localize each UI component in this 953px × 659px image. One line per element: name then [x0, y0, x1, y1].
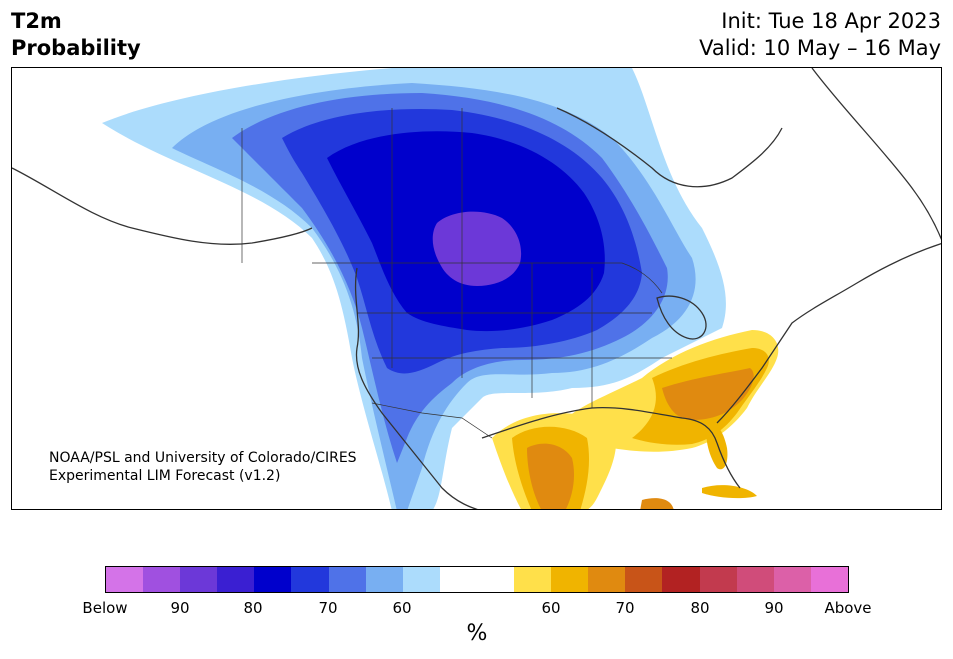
colorbar-swatch [699, 567, 737, 592]
coastlines [12, 68, 941, 509]
colorbar-tick-label: 60 [392, 599, 412, 617]
alaska-coast [12, 167, 313, 245]
contour-cuba [702, 485, 757, 499]
colorbar-tick-label: 90 [170, 599, 190, 617]
colorbar-tick-label: 60 [541, 599, 561, 617]
colorbar-swatch [254, 567, 292, 592]
title-line-2: Probability [11, 36, 141, 60]
colorbar-swatch [810, 567, 848, 592]
colorbar-swatch [365, 567, 403, 592]
political-borders [241, 108, 672, 439]
atlantic-coast [716, 242, 941, 489]
us-canada-border [312, 262, 663, 294]
colorbar-swatch [588, 567, 626, 592]
colorbar-swatch [625, 567, 663, 592]
hudson-bay [556, 107, 783, 188]
valid-date: Valid: 10 May – 16 May [699, 36, 941, 60]
colorbar-tick-label: 70 [615, 599, 635, 617]
colorbar-tick-label: 80 [690, 599, 710, 617]
colorbar-swatch [291, 567, 329, 592]
colorbar-swatch [402, 567, 440, 592]
colorbar-swatch [143, 567, 181, 592]
colorbar-unit: % [466, 621, 488, 646]
colorbar-swatch [217, 567, 255, 592]
credit-line-1: NOAA/PSL and University of Colorado/CIRE… [49, 450, 357, 466]
colorbar-swatch [736, 567, 774, 592]
great-lakes [656, 295, 707, 340]
colorbar-swatch [106, 567, 144, 592]
colorbar-tick-label: Above [824, 599, 872, 617]
colorbar-swatch [328, 567, 366, 592]
us-mexico-border [371, 402, 493, 439]
colorbar-swatch [439, 567, 477, 592]
colorbar [105, 566, 849, 593]
gulf-coast [481, 407, 718, 444]
init-date: Init: Tue 18 Apr 2023 [721, 9, 941, 33]
map-title: T2m Probability [11, 8, 141, 62]
colorbar-swatch [662, 567, 700, 592]
colorbar-tick-label: 70 [318, 599, 338, 617]
colorbar-tick-label: 80 [243, 599, 263, 617]
forecast-map [11, 67, 942, 510]
colorbar-tick-label: Below [82, 599, 128, 617]
map-canvas [12, 68, 941, 509]
colorbar-tick-label: 90 [764, 599, 784, 617]
contour-below-90 [432, 211, 522, 286]
credit-text: NOAA/PSL and University of Colorado/CIRE… [49, 449, 357, 485]
contour-above-70 [527, 368, 754, 509]
colorbar-swatch [551, 567, 589, 592]
greenland-edge [811, 68, 941, 240]
colorbar-swatch [476, 567, 515, 592]
forecast-dates: Init: Tue 18 Apr 2023 Valid: 10 May – 16… [699, 8, 941, 62]
colorbar-swatch [514, 567, 552, 592]
credit-line-2: Experimental LIM Forecast (v1.2) [49, 468, 281, 484]
colorbar-swatch [180, 567, 218, 592]
pacific-coast [354, 267, 478, 509]
title-line-1: T2m [11, 9, 62, 33]
colorbar-swatch [773, 567, 811, 592]
